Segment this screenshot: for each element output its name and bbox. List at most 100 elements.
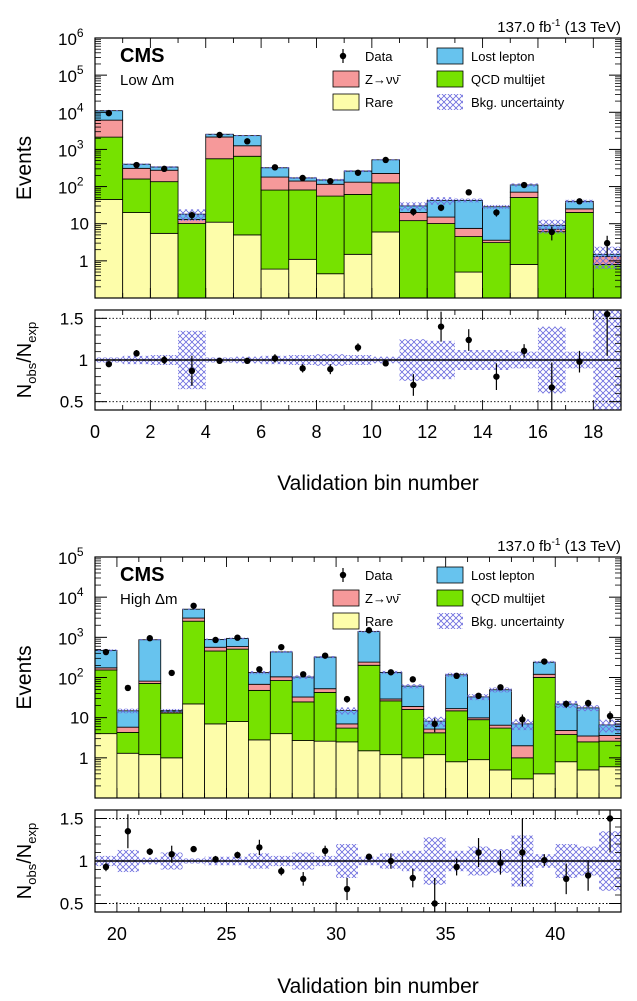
uncertainty-band [182,608,205,610]
ratio-point [365,853,373,860]
bar-lostlepton [269,651,293,678]
data-point [216,131,223,139]
bar-lostlepton [182,608,205,619]
bar-lostlepton [576,707,600,737]
legend-rare-swatch [332,612,360,630]
y-tick-label: 10 [70,215,89,234]
uncertainty-band [454,198,483,203]
bar-rare [511,778,534,798]
legend-znunu-swatch [332,70,360,88]
ratio-label-sub: obs [24,863,39,884]
bar-rare [149,232,179,298]
lumi-value: 137.0 fb [497,19,551,36]
data-point [244,138,251,145]
cms-label: CMS [120,45,164,67]
ratio-point [321,847,329,854]
data-point [497,684,504,691]
uncertainty-band [599,719,621,733]
data-point [300,671,307,678]
y-tick-base: 10 [58,30,77,49]
ratio-tick-label: 1.5 [60,309,84,328]
data-point [299,174,306,182]
bar-rare [138,754,162,798]
bar-qcdmultijet [357,664,381,752]
y-tick-base: 10 [58,670,77,689]
y-tick-label: 105 [58,545,84,568]
bar-qcdmultijet [149,181,179,234]
data-point [234,634,241,641]
bar-qcdmultijet [160,712,184,759]
bar-z [489,724,512,729]
x-tick-label: 6 [256,422,266,442]
bar-lostlepton [357,631,381,663]
y-tick-label: 102 [58,666,84,689]
y-tick-label: 1 [79,252,88,271]
ratio-point [234,851,241,859]
x-axis: 0 2 4 6 8 10 12 14 16 18 [90,38,622,442]
bar-qcdmultijet [576,741,600,771]
bar-qcdmultijet [177,223,207,298]
lumi-label: 137.0 fb-1 (13 TeV) [497,18,621,36]
ratio-tick-label: 1 [79,852,88,871]
bar-z [554,730,578,735]
y-tick-label: 104 [58,585,84,608]
ratio-label-slash: /N [14,343,36,363]
data-point [382,156,389,164]
bar-lostlepton [445,674,468,710]
bar-qcdmultijet [426,223,456,298]
data-point [102,648,110,656]
ratio-point [278,868,285,875]
bar-qcdmultijet [379,700,403,756]
bar-qcdmultijet [554,734,578,763]
ratio-point [300,875,307,883]
bar-z [291,696,315,703]
bar-z [316,183,345,197]
bar-rare [423,754,447,798]
bar-rare [554,761,578,798]
bar-z [116,726,140,733]
bar-rare [248,739,271,798]
legend-rare-label: Rare [365,614,393,629]
bar-z [576,735,600,743]
bar-z [401,706,425,710]
ratio-point [520,347,528,355]
data-point [603,239,611,247]
bar-qcdmultijet [537,231,567,298]
bar-rare [489,769,512,798]
bar-z [313,688,337,693]
bar-qcdmultijet [454,236,483,273]
energy-label: (13 TeV) [560,538,621,555]
data-point [343,695,351,703]
uncertainty-band [270,650,293,653]
ratio-point [410,381,417,389]
bar-rare [509,264,539,298]
cms-label: CMS [120,564,164,586]
data-point [437,204,445,211]
ratio-label-sub: obs [24,362,39,383]
data-point [190,602,197,609]
legend: Data Lost lepton Z→νν̄ QCD multijet Rare Bkg.… [332,47,565,111]
y-tick-exp: 5 [77,545,84,559]
x-tick-label: 40 [545,924,565,944]
ratio-point [437,323,445,330]
y-tick-label: 102 [58,175,84,198]
ratio-point [431,900,438,907]
legend-znunu-label: Z→νν̄ [365,591,401,606]
bar-qcdmultijet [371,182,400,233]
x-tick-label: 35 [436,924,456,944]
ratio-point [584,872,592,879]
stack-bars [95,110,621,298]
data-point [161,165,168,173]
data-point [493,209,500,216]
ratio-axis-label: Nobs/Nexp [14,823,39,899]
bar-lostlepton [248,672,271,685]
y-tick-label: 106 [58,26,84,49]
legend-lost-lepton-swatch [436,47,464,65]
bar-z [335,723,359,729]
ratio-point [327,365,334,373]
y-tick-label: 10 [70,709,89,728]
data-point [105,109,113,117]
data-point [168,669,175,677]
